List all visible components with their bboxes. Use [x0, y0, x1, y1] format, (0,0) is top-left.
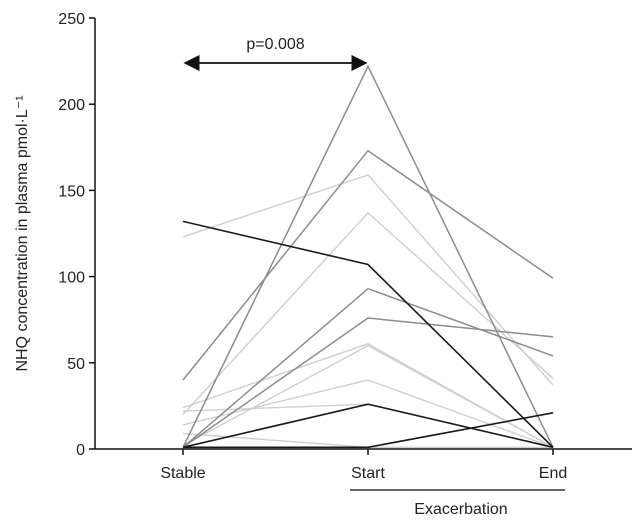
group-label: Exacerbation — [414, 501, 507, 518]
series-line-3 — [182, 343, 554, 448]
y-tick-label: 250 — [58, 11, 85, 28]
series-line-8 — [182, 64, 554, 448]
p-value-label: p=0.008 — [246, 36, 304, 53]
axes-layer: 0 50 100 150 200 250 Stable Start End Exacerbatio… — [14, 11, 632, 518]
series-line-9 — [182, 149, 554, 381]
y-axis-title: NHQ concentration in plasma pmol·L⁻¹ — [14, 95, 31, 371]
series-line-1 — [182, 174, 554, 386]
series-line-2 — [182, 211, 554, 415]
y-tick-label: 50 — [67, 356, 85, 373]
series-line-11 — [182, 317, 554, 448]
series-line-7 — [182, 344, 554, 448]
y-tick-label: 200 — [58, 97, 85, 114]
series-line-12 — [182, 220, 554, 448]
y-tick-label: 0 — [76, 442, 85, 459]
x-tick-label-start: Start — [351, 465, 385, 482]
y-tick-label: 100 — [58, 270, 85, 287]
series-layer — [182, 64, 554, 449]
y-tick-label: 150 — [58, 183, 85, 200]
series-line-10 — [182, 287, 554, 448]
annotation-layer: p=0.008 — [183, 36, 368, 72]
x-tick-label-stable: Stable — [160, 465, 205, 482]
series-line-13 — [182, 403, 554, 449]
series-line-14 — [183, 412, 554, 449]
series-line-6 — [182, 403, 554, 448]
series-line-5 — [182, 432, 553, 448]
x-tick-label-end: End — [539, 465, 567, 482]
